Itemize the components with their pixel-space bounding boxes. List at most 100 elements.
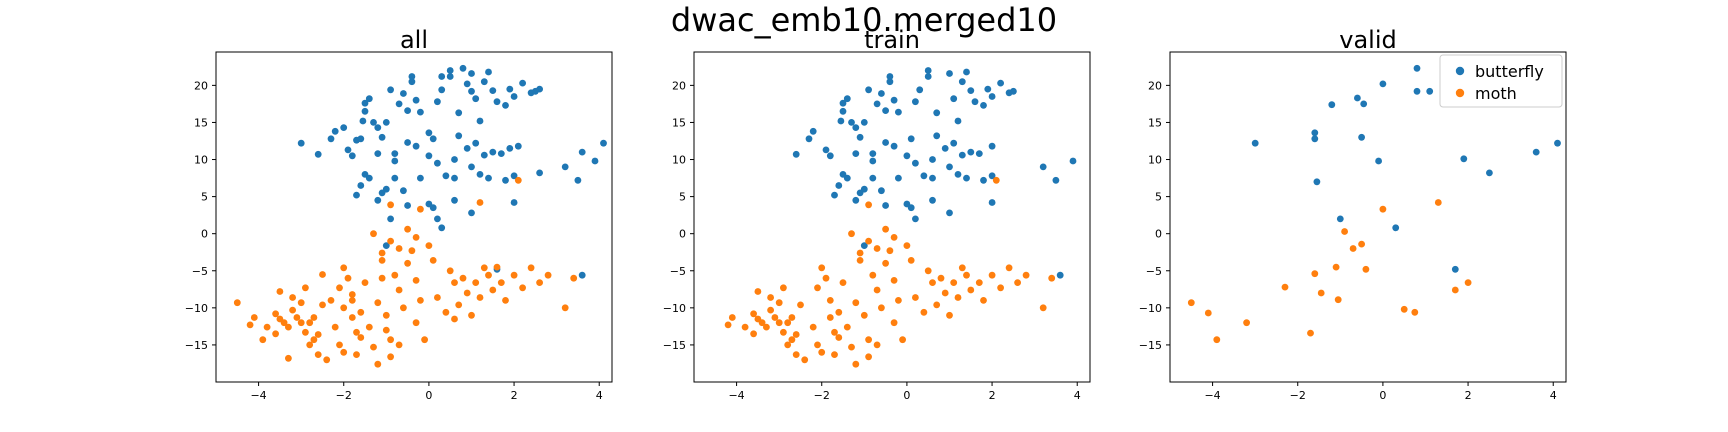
butterfly-point	[903, 152, 911, 160]
moth-point	[907, 257, 915, 264]
moth-point	[1434, 199, 1442, 206]
butterfly-point	[988, 142, 996, 150]
moth-point	[476, 199, 484, 206]
moth-point	[775, 299, 783, 307]
moth-point	[276, 288, 284, 295]
moth-point	[412, 234, 420, 241]
moth-point	[958, 264, 966, 272]
moth-point	[370, 230, 377, 238]
butterfly-point	[591, 157, 599, 165]
moth-point	[306, 319, 314, 327]
butterfly-point	[489, 87, 497, 94]
moth-point	[809, 323, 817, 331]
butterfly-point	[852, 196, 860, 204]
y-tick-label: 0	[679, 228, 686, 241]
moth-point	[476, 294, 484, 301]
panel-all-frame	[215, 51, 613, 383]
butterfly-point	[578, 271, 586, 279]
moth-point	[451, 279, 458, 286]
y-tick-label: 5	[1155, 191, 1162, 204]
moth-point	[391, 271, 399, 279]
moth-point	[374, 360, 382, 368]
moth-point	[395, 341, 403, 349]
butterfly-point	[1010, 87, 1017, 95]
butterfly-point	[946, 209, 953, 217]
moth-point	[929, 279, 936, 286]
butterfly-point	[860, 242, 868, 250]
butterfly-point	[391, 174, 399, 182]
butterfly-point	[792, 150, 800, 158]
y-tick-label: 20	[672, 79, 686, 92]
moth-point	[395, 286, 403, 294]
butterfly-point	[476, 117, 484, 125]
butterfly-point	[510, 93, 518, 100]
moth-point	[382, 311, 390, 319]
butterfly-point	[882, 139, 889, 146]
legend-box	[1439, 54, 1563, 108]
butterfly-point	[809, 127, 817, 135]
moth-point	[937, 274, 945, 282]
butterfly-point	[489, 148, 497, 156]
butterfly-point	[1379, 80, 1387, 88]
moth-point	[365, 323, 373, 331]
y-tick-label: −10	[663, 302, 686, 315]
moth-point	[344, 274, 352, 282]
butterfly-point	[429, 135, 437, 143]
moth-point	[310, 314, 318, 321]
moth-point	[924, 267, 932, 275]
butterfly-point	[912, 215, 919, 223]
butterfly-point	[340, 124, 348, 131]
moth-point	[869, 271, 877, 279]
butterfly-point	[331, 127, 339, 135]
moth-point	[763, 323, 770, 331]
butterfly-point	[1451, 265, 1459, 273]
moth-point	[472, 279, 480, 286]
moth-point	[775, 319, 783, 327]
moth-point	[792, 331, 800, 338]
moth-point	[865, 201, 872, 209]
butterfly-point	[822, 146, 830, 154]
butterfly-point	[856, 189, 864, 197]
butterfly-point	[971, 98, 979, 106]
moth-point	[980, 297, 987, 304]
butterfly-point	[988, 93, 996, 100]
moth-point	[852, 360, 860, 368]
butterfly-point	[357, 135, 365, 143]
butterfly-point	[869, 174, 877, 182]
moth-point	[451, 315, 458, 323]
moth-point	[280, 319, 288, 327]
butterfly-point	[954, 117, 962, 125]
butterfly-point	[578, 148, 586, 156]
butterfly-point	[963, 68, 970, 76]
moth-point	[348, 291, 356, 298]
moth-point	[387, 237, 394, 245]
butterfly-point	[1532, 148, 1540, 156]
moth-point	[485, 271, 492, 279]
moth-point	[895, 297, 902, 304]
butterfly-point	[1358, 133, 1365, 141]
butterfly-point	[946, 70, 953, 77]
y-tick-label: 15	[194, 116, 208, 129]
moth-point	[417, 205, 424, 213]
butterfly-point	[514, 142, 522, 150]
moth-point	[1039, 304, 1047, 312]
butterfly-point	[1426, 87, 1434, 95]
butterfly-point	[980, 102, 987, 109]
butterfly-point	[391, 157, 399, 165]
moth-point	[510, 271, 518, 279]
butterfly-point	[361, 171, 369, 178]
moth-point	[1311, 270, 1319, 278]
moth-point	[890, 277, 898, 284]
butterfly-point	[404, 107, 411, 114]
butterfly-point	[929, 196, 936, 204]
butterfly-point	[455, 109, 463, 117]
moth-point	[899, 336, 906, 344]
moth-point	[873, 286, 881, 294]
butterfly-point	[357, 182, 365, 189]
butterfly-point	[988, 199, 996, 206]
butterfly-point	[933, 109, 941, 117]
moth-point	[463, 289, 471, 297]
butterfly-point	[519, 79, 526, 87]
moth-point	[289, 294, 296, 301]
butterfly-point	[378, 133, 386, 141]
